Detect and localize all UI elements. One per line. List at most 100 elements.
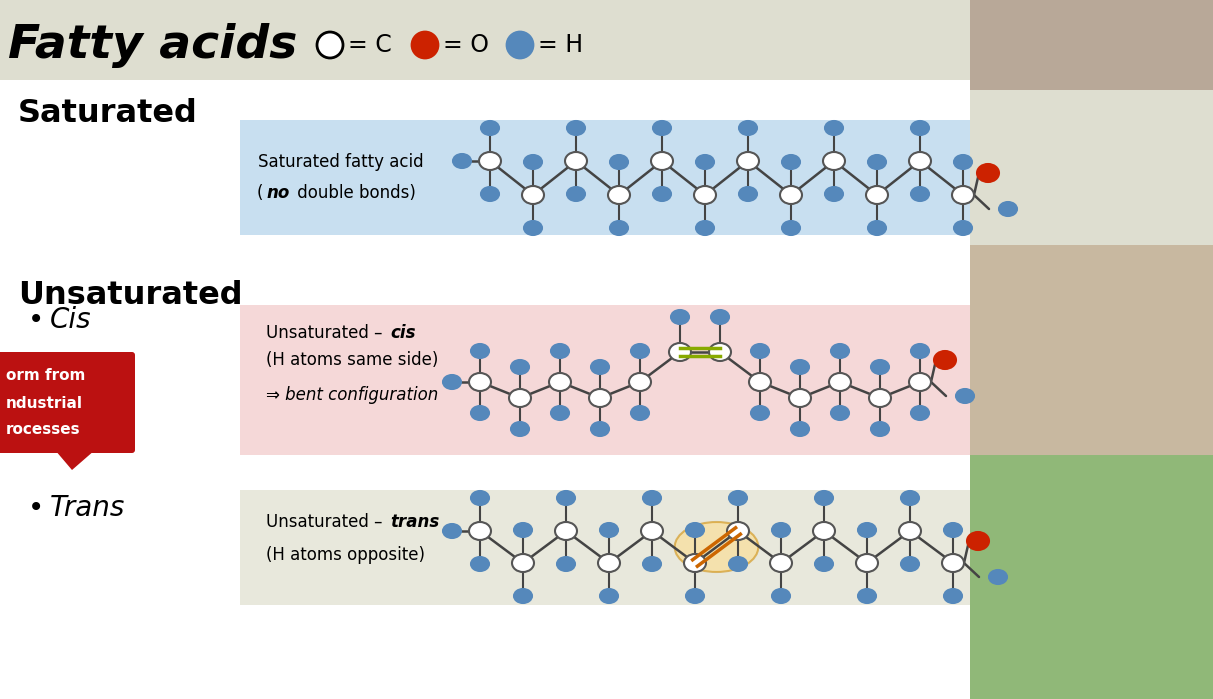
Text: no: no: [266, 184, 289, 202]
Text: Unsaturated –: Unsaturated –: [266, 324, 388, 342]
Ellipse shape: [909, 373, 932, 391]
Ellipse shape: [471, 344, 489, 358]
Text: Fatty acids: Fatty acids: [8, 22, 297, 68]
Ellipse shape: [551, 406, 569, 420]
Ellipse shape: [751, 406, 769, 420]
FancyBboxPatch shape: [0, 352, 135, 453]
FancyBboxPatch shape: [240, 120, 970, 235]
Ellipse shape: [653, 187, 671, 201]
Ellipse shape: [943, 554, 964, 572]
Ellipse shape: [944, 589, 962, 603]
Ellipse shape: [739, 187, 757, 201]
Ellipse shape: [815, 557, 833, 571]
Ellipse shape: [512, 554, 534, 572]
Ellipse shape: [825, 187, 843, 201]
FancyBboxPatch shape: [0, 0, 1213, 80]
Ellipse shape: [610, 155, 628, 169]
Ellipse shape: [1000, 202, 1016, 216]
Text: Saturated: Saturated: [18, 98, 198, 129]
Ellipse shape: [711, 310, 729, 324]
Ellipse shape: [509, 389, 531, 407]
Ellipse shape: [591, 360, 609, 374]
FancyBboxPatch shape: [240, 490, 970, 605]
Ellipse shape: [557, 557, 575, 571]
Text: Cis: Cis: [50, 306, 92, 334]
Ellipse shape: [967, 532, 989, 550]
Ellipse shape: [551, 344, 569, 358]
FancyBboxPatch shape: [970, 455, 1213, 699]
Ellipse shape: [770, 554, 792, 572]
Ellipse shape: [631, 344, 649, 358]
Ellipse shape: [858, 523, 876, 537]
Ellipse shape: [670, 343, 691, 361]
Ellipse shape: [412, 32, 438, 58]
Ellipse shape: [640, 522, 664, 540]
Text: (H atoms same side): (H atoms same side): [266, 351, 438, 369]
Ellipse shape: [643, 557, 661, 571]
Text: cis: cis: [391, 324, 416, 342]
Ellipse shape: [608, 186, 630, 204]
Ellipse shape: [507, 32, 533, 58]
Ellipse shape: [825, 121, 843, 135]
Ellipse shape: [671, 310, 689, 324]
Ellipse shape: [696, 155, 714, 169]
Ellipse shape: [687, 589, 704, 603]
Ellipse shape: [911, 121, 929, 135]
FancyBboxPatch shape: [240, 305, 970, 455]
Ellipse shape: [782, 221, 801, 235]
Ellipse shape: [729, 491, 747, 505]
Ellipse shape: [443, 375, 461, 389]
Ellipse shape: [869, 221, 885, 235]
Ellipse shape: [828, 373, 852, 391]
Ellipse shape: [934, 351, 956, 369]
Ellipse shape: [909, 152, 932, 170]
Ellipse shape: [911, 344, 929, 358]
Ellipse shape: [791, 360, 809, 374]
Ellipse shape: [524, 221, 542, 235]
Ellipse shape: [901, 557, 919, 571]
Polygon shape: [55, 450, 95, 470]
Ellipse shape: [600, 589, 617, 603]
Ellipse shape: [791, 422, 809, 436]
Ellipse shape: [911, 406, 929, 420]
Ellipse shape: [856, 554, 878, 572]
Ellipse shape: [471, 406, 489, 420]
FancyBboxPatch shape: [970, 245, 1213, 455]
Text: Unsaturated –: Unsaturated –: [266, 513, 388, 531]
Ellipse shape: [317, 32, 343, 58]
Ellipse shape: [788, 389, 811, 407]
Ellipse shape: [610, 221, 628, 235]
Ellipse shape: [771, 589, 790, 603]
FancyBboxPatch shape: [970, 0, 1213, 90]
Ellipse shape: [899, 522, 921, 540]
Ellipse shape: [976, 164, 1000, 182]
Ellipse shape: [522, 186, 543, 204]
Ellipse shape: [514, 589, 533, 603]
Ellipse shape: [748, 373, 771, 391]
Text: orm from: orm from: [6, 368, 85, 382]
Ellipse shape: [813, 522, 835, 540]
Ellipse shape: [600, 523, 617, 537]
Ellipse shape: [710, 343, 731, 361]
Ellipse shape: [822, 152, 845, 170]
Ellipse shape: [869, 155, 885, 169]
Ellipse shape: [471, 557, 489, 571]
Ellipse shape: [566, 187, 585, 201]
Ellipse shape: [469, 373, 491, 391]
Text: = C: = C: [348, 33, 392, 57]
Ellipse shape: [651, 152, 673, 170]
Ellipse shape: [653, 121, 671, 135]
Text: •: •: [28, 306, 44, 334]
Ellipse shape: [780, 186, 802, 204]
Ellipse shape: [738, 152, 759, 170]
Ellipse shape: [591, 422, 609, 436]
Ellipse shape: [989, 570, 1007, 584]
Text: Unsaturated: Unsaturated: [18, 280, 243, 311]
Ellipse shape: [953, 155, 972, 169]
Ellipse shape: [452, 154, 471, 168]
Ellipse shape: [549, 373, 571, 391]
Ellipse shape: [469, 522, 491, 540]
Ellipse shape: [869, 389, 892, 407]
Text: Saturated fatty acid: Saturated fatty acid: [258, 153, 423, 171]
Text: = H: = H: [539, 33, 583, 57]
